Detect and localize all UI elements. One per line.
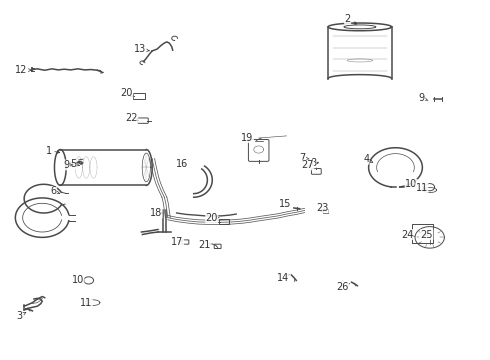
Text: 2: 2 (344, 14, 357, 24)
Text: 24: 24 (401, 230, 415, 239)
Text: 20: 20 (121, 88, 133, 98)
Text: 25: 25 (420, 230, 433, 239)
Text: 7: 7 (299, 153, 309, 163)
Text: 13: 13 (134, 44, 149, 54)
Text: 20: 20 (206, 213, 219, 222)
Text: 4: 4 (363, 154, 373, 164)
Text: 10: 10 (405, 179, 417, 189)
Text: 1: 1 (46, 145, 60, 156)
Text: 6: 6 (50, 186, 60, 197)
Text: 3: 3 (16, 311, 26, 320)
Text: 21: 21 (199, 240, 212, 250)
Text: 15: 15 (279, 199, 291, 210)
Text: 22: 22 (125, 113, 138, 123)
Text: 11: 11 (416, 183, 428, 193)
Text: 11: 11 (80, 298, 92, 308)
Text: 10: 10 (72, 275, 84, 285)
Text: 8: 8 (310, 158, 318, 168)
Text: 12: 12 (15, 64, 31, 75)
Text: 23: 23 (316, 203, 328, 213)
Text: 5: 5 (70, 159, 79, 169)
Text: 26: 26 (337, 282, 349, 292)
Text: 17: 17 (172, 237, 184, 247)
Text: 14: 14 (277, 273, 290, 283)
Text: 18: 18 (150, 208, 163, 218)
Text: 19: 19 (241, 133, 253, 143)
Text: 27: 27 (301, 160, 314, 170)
Text: 9: 9 (64, 160, 73, 170)
Text: 16: 16 (176, 159, 189, 169)
Text: 9: 9 (419, 93, 428, 103)
